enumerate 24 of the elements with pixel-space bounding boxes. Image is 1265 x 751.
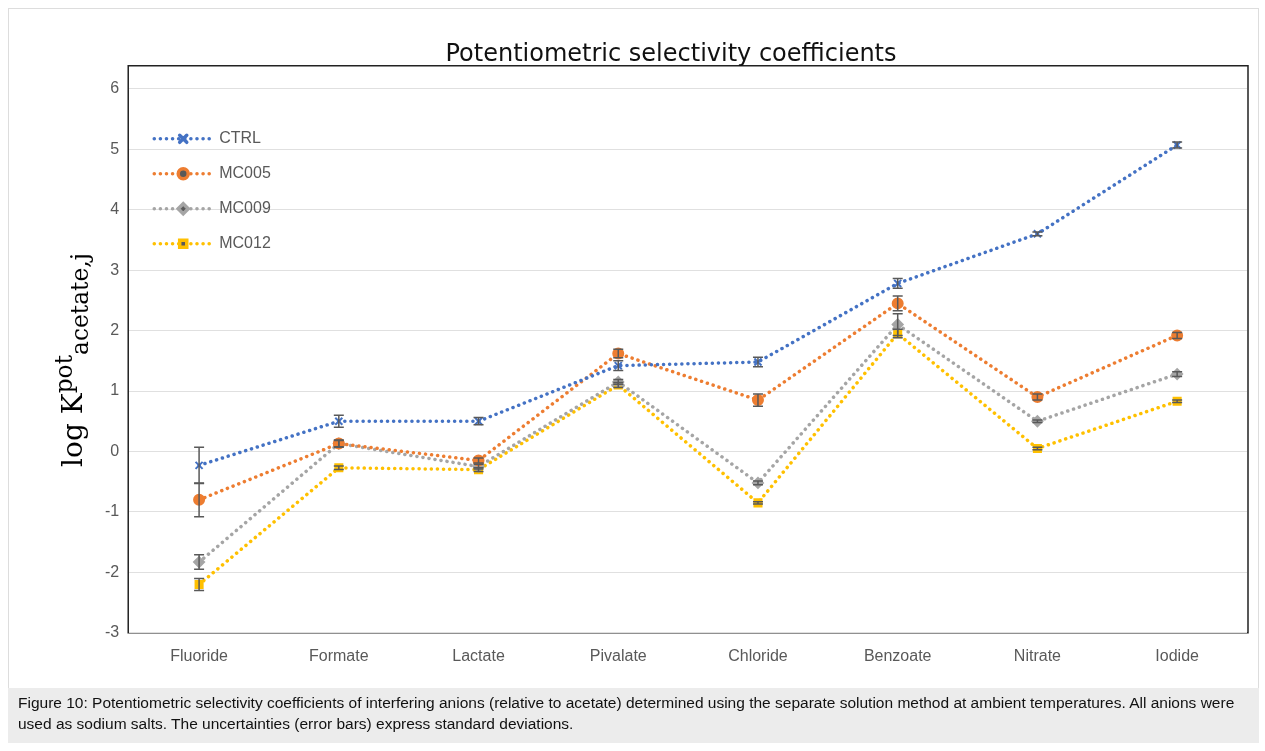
y-tick-label: -1: [104, 502, 120, 520]
y-tick-label: 1: [110, 381, 120, 399]
legend-label: MC005: [219, 164, 271, 182]
x-tick-label: Chloride: [728, 646, 788, 664]
x-tick-label: Fluoride: [170, 646, 229, 664]
y-tick-label: 0: [110, 441, 120, 459]
y-tick-label: 4: [110, 200, 120, 218]
y-tick-label: -3: [104, 623, 120, 641]
y-tick-label: 5: [110, 139, 120, 157]
legend-label: MC012: [219, 234, 271, 252]
x-tick-label: Lactate: [452, 646, 505, 664]
chart-title: Potentiometric selectivity coefficients: [445, 38, 897, 67]
legend-label: CTRL: [219, 129, 262, 147]
y-tick-label: -2: [104, 562, 120, 580]
x-tick-label: Formate: [309, 646, 369, 664]
legend-label: MC009: [219, 199, 271, 217]
y-tick-label: 3: [110, 260, 120, 278]
x-tick-label: Nitrate: [1013, 646, 1062, 664]
x-tick-label: Pivalate: [589, 646, 647, 664]
x-tick-label: Iodide: [1155, 646, 1200, 664]
caption: Figure 10: Potentiometric selectivity coefficients of interfering anions (relative to acetate) determined using the separate solution method at ambient temperatures. All anions were used as sodium salts. The uncertainties (error bars) express standard deviations.: [8, 688, 1259, 743]
y-tick-label: 6: [110, 79, 120, 97]
x-tick-label: Benzoate: [863, 646, 932, 664]
y-tick-label: 2: [110, 320, 120, 338]
